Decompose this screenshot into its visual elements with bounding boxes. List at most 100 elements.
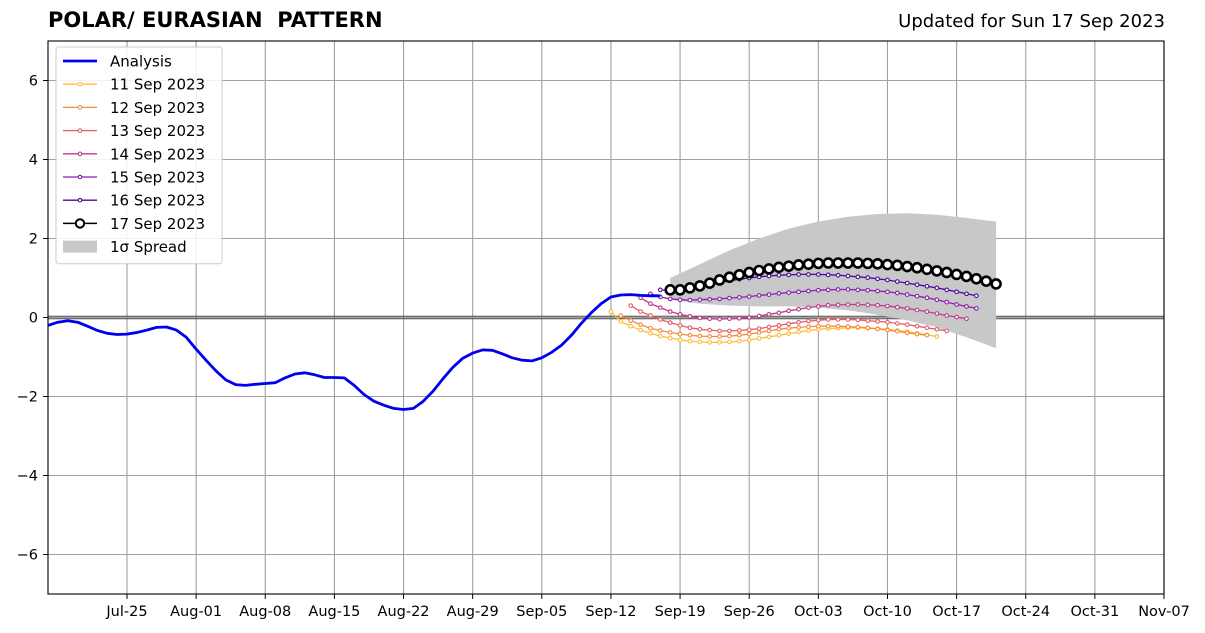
forecast-point — [618, 313, 624, 318]
forecast-point — [727, 328, 732, 334]
forecast-point — [713, 274, 726, 286]
forecast-point — [934, 334, 940, 339]
legend-label: 12 Sep 2023 — [110, 99, 205, 117]
forecast-point — [835, 323, 841, 329]
forecast-point — [806, 288, 811, 294]
forecast-point — [648, 325, 653, 331]
forecast-point — [786, 272, 792, 278]
y-tick-label: −6 — [17, 548, 38, 564]
forecast-point — [687, 313, 693, 319]
forecast-point — [697, 327, 703, 332]
forecast-point — [687, 297, 693, 303]
forecast-point — [697, 333, 703, 339]
legend-label: 15 Sep 2023 — [110, 169, 205, 187]
forecast-point — [891, 259, 904, 272]
forecast-point — [796, 306, 801, 312]
legend-label: 13 Sep 2023 — [110, 122, 205, 140]
forecast-point — [707, 316, 713, 322]
forecast-point — [815, 304, 821, 309]
forecast-point — [881, 258, 894, 271]
forecast-point — [855, 302, 861, 307]
forecast-point — [657, 317, 663, 322]
forecast-point — [835, 272, 841, 278]
x-tick-label: Aug-22 — [378, 604, 430, 620]
forecast-line — [650, 288, 977, 310]
forecast-point — [845, 287, 851, 292]
forecast-point — [657, 305, 663, 310]
forecast-point — [944, 299, 950, 305]
forecast-point — [802, 258, 815, 270]
forecast-point — [756, 313, 762, 319]
forecast-point — [904, 306, 910, 311]
forecast-point — [677, 297, 683, 303]
legend-label: 11 Sep 2023 — [110, 76, 205, 94]
forecast-point — [733, 269, 746, 281]
forecast-point — [674, 284, 686, 296]
forecast-point — [773, 261, 785, 274]
forecast-point — [871, 257, 884, 270]
forecast-point — [707, 327, 713, 333]
forecast-point — [667, 330, 673, 335]
forecast-point — [921, 263, 933, 276]
forecast-point — [618, 319, 624, 324]
forecast-point — [727, 316, 732, 322]
forecast-point — [717, 328, 722, 334]
forecast-point — [825, 272, 831, 278]
forecast-point — [628, 303, 634, 309]
forecast-point — [885, 303, 890, 309]
forecast-point — [628, 318, 634, 324]
x-tick-label: Sep-26 — [724, 604, 775, 620]
forecast-point — [717, 316, 722, 322]
forecast-point — [687, 325, 693, 331]
analysis-series-layer — [47, 293, 661, 411]
forecast-point — [717, 340, 722, 345]
forecast-point — [924, 332, 930, 338]
forecast-point — [914, 323, 920, 329]
x-tick-label: Sep-19 — [655, 604, 706, 620]
forecast-point — [825, 323, 831, 329]
forecast-point — [914, 307, 920, 313]
forecast-point — [904, 330, 910, 336]
forecast-point — [934, 285, 940, 291]
forecast-point — [934, 311, 940, 316]
forecast-point — [766, 311, 772, 317]
forecast-point — [766, 328, 772, 334]
forecast-point — [924, 309, 930, 314]
forecast-point — [753, 264, 765, 277]
forecast-point — [904, 280, 910, 286]
legend-swatch-marker — [77, 174, 83, 180]
forecast-point — [746, 294, 752, 299]
forecast-point — [904, 322, 910, 327]
x-tick-label: Nov-07 — [1138, 604, 1190, 620]
forecast-point — [694, 280, 706, 292]
forecast-point — [628, 323, 634, 329]
forecast-point — [835, 317, 841, 322]
forecast-point — [786, 321, 792, 327]
forecast-point — [677, 311, 683, 317]
forecast-point — [855, 274, 861, 280]
forecast-point — [717, 296, 722, 302]
forecast-point — [914, 282, 920, 288]
forecast-point — [845, 273, 851, 279]
forecast-point — [852, 257, 864, 269]
legend: Analysis 11 Sep 2023 12 Sep 2023 13 Sep 202… — [55, 46, 223, 265]
forecast-point — [855, 324, 861, 330]
forecast-point — [756, 330, 762, 335]
forecast-point — [825, 302, 831, 308]
legend-label: Analysis — [110, 53, 172, 71]
x-tick-label: Oct-31 — [1070, 604, 1119, 620]
forecast-point — [756, 336, 762, 341]
forecast-point — [763, 263, 775, 275]
forecast-point — [885, 319, 890, 325]
forecast-point — [756, 293, 762, 298]
legend-label: 17 Sep 2023 — [110, 215, 205, 233]
x-tick-label: Oct-24 — [1001, 604, 1050, 620]
x-tick-label: Sep-05 — [516, 604, 567, 620]
forecast-point — [677, 331, 683, 337]
forecast-point — [845, 302, 851, 307]
x-tick-label: Aug-29 — [447, 604, 499, 620]
forecast-point — [746, 327, 752, 333]
forecast-point — [845, 324, 851, 329]
x-tick-label: Oct-17 — [932, 604, 981, 620]
forecast-point — [638, 309, 643, 314]
